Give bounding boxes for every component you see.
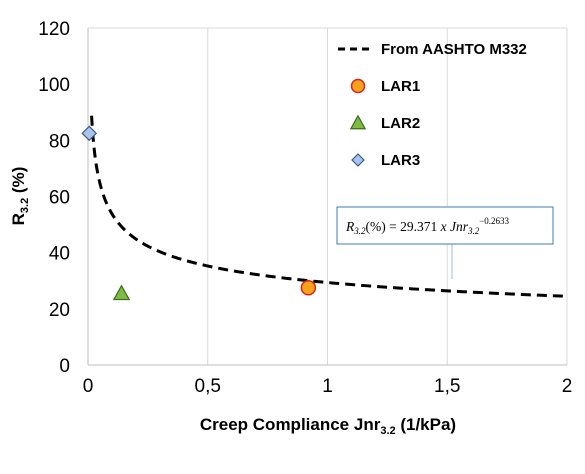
data-point-lar1: [300, 280, 317, 296]
legend: From AASHTO M332 LAR1 LAR2 LAR3: [338, 41, 527, 169]
y-tick-label: 0: [59, 356, 70, 377]
y-tick-labels: 0 20 40 60 80 100 120: [38, 19, 70, 377]
legend-label: LAR2: [381, 115, 420, 132]
axes: [87, 27, 567, 366]
x-tick-labels: 0 0,5 1 1,5 2: [83, 376, 573, 397]
x-tick-label: 2: [562, 376, 573, 397]
x-tick-label: 0: [83, 376, 94, 397]
x-tick-label: 1,5: [434, 376, 460, 397]
x-tick-label: 0,5: [195, 376, 221, 397]
y-tick-label: 80: [49, 131, 70, 152]
y-tick-label: 60: [49, 188, 70, 209]
equation-text: R3.2(%) = 29.371 x Jnr3.2−0.2633: [345, 216, 510, 236]
legend-label: From AASHTO M332: [381, 41, 527, 58]
y-tick-label: 100: [38, 75, 70, 96]
y-tick-label: 120: [38, 19, 70, 40]
legend-swatch-lar2: [349, 114, 367, 130]
y-axis-title: R3.2 (%): [9, 167, 31, 226]
grid-lines: [207, 28, 568, 365]
y-tick-label: 20: [49, 300, 70, 321]
y-tick-label: 40: [49, 244, 70, 265]
data-series: [81, 115, 568, 301]
aashto-curve: [90, 115, 568, 298]
data-point-lar2: [112, 284, 131, 301]
annotation-box: [336, 206, 554, 245]
legend-swatch-lar1: [350, 78, 366, 94]
data-point-lar3: [81, 125, 98, 142]
equation-annotation: R3.2(%) = 29.371 x Jnr3.2−0.2633: [336, 206, 554, 279]
legend-label: LAR1: [381, 78, 420, 95]
legend-swatch-lar3: [351, 153, 365, 167]
legend-label: LAR3: [381, 152, 420, 169]
x-axis-title: Creep Compliance Jnr3.2 (1/kPa): [200, 415, 456, 437]
x-tick-label: 1: [322, 376, 333, 397]
